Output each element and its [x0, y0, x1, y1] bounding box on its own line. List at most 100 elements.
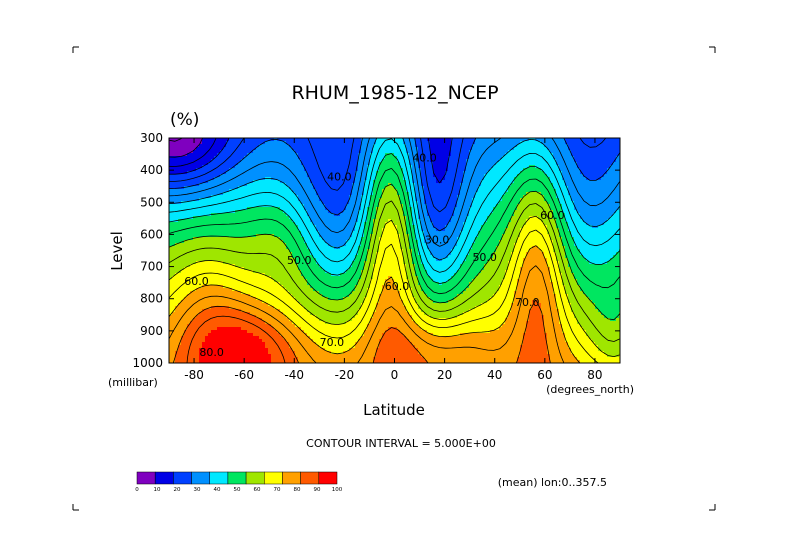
heatmap-cell: [352, 276, 356, 280]
heatmap-cell: [322, 285, 326, 289]
heatmap-cell: [337, 279, 341, 283]
heatmap-cell: [202, 279, 206, 283]
heatmap-cell: [244, 330, 248, 334]
heatmap-cell: [301, 246, 305, 250]
heatmap-cell: [193, 267, 197, 271]
heatmap-cell: [262, 171, 266, 175]
heatmap-cell: [196, 264, 200, 268]
heatmap-cell: [190, 330, 194, 334]
heatmap-cell: [214, 159, 218, 163]
heatmap-cell: [343, 156, 347, 160]
heatmap-cell: [238, 249, 242, 253]
heatmap-cell: [331, 249, 335, 253]
heatmap-cell: [184, 327, 188, 331]
heatmap-cell: [268, 213, 272, 217]
heatmap-cell: [226, 336, 230, 340]
heatmap-cell: [307, 291, 311, 295]
heatmap-cell: [241, 147, 245, 151]
heatmap-cell: [193, 297, 197, 301]
heatmap-cell: [343, 330, 347, 334]
heatmap-cell: [259, 237, 263, 241]
heatmap-cell: [256, 249, 260, 253]
heatmap-cell: [172, 198, 176, 202]
heatmap-cell: [322, 306, 326, 310]
heatmap-cell: [169, 228, 173, 232]
heatmap-cell: [292, 144, 296, 148]
heatmap-cell: [331, 261, 335, 265]
heatmap-cell: [265, 309, 269, 313]
heatmap-cell: [202, 231, 206, 235]
heatmap-cell: [226, 192, 230, 196]
heatmap-cell: [211, 288, 215, 292]
heatmap-cell: [319, 210, 323, 214]
heatmap-cell: [175, 153, 179, 157]
heatmap-cell: [190, 180, 194, 184]
heatmap-cell: [187, 273, 191, 277]
heatmap-cell: [334, 258, 338, 262]
heatmap-cell: [331, 231, 335, 235]
heatmap-cell: [253, 348, 257, 352]
heatmap-cell: [187, 228, 191, 232]
heatmap-cell: [331, 357, 335, 361]
heatmap-cell: [238, 246, 242, 250]
heatmap-cell: [271, 162, 275, 166]
heatmap-cell: [328, 327, 332, 331]
heatmap-cell: [364, 162, 368, 166]
heatmap-cell: [307, 150, 311, 154]
heatmap-cell: [292, 222, 296, 226]
heatmap-cell: [346, 234, 350, 238]
heatmap-cell: [268, 150, 272, 154]
heatmap-cell: [217, 267, 221, 271]
corner-mark-bottom-right: [709, 504, 716, 511]
heatmap-cell: [244, 327, 248, 331]
heatmap-cell: [265, 186, 269, 190]
heatmap-cell: [265, 291, 269, 295]
heatmap-cell: [226, 279, 230, 283]
heatmap-cell: [319, 291, 323, 295]
heatmap-cell: [256, 303, 260, 307]
heatmap-cell: [355, 234, 359, 238]
heatmap-cell: [349, 261, 353, 265]
heatmap-cell: [277, 333, 281, 337]
heatmap-cell: [262, 225, 266, 229]
heatmap-cell: [283, 351, 287, 355]
heatmap-cell: [358, 153, 362, 157]
heatmap-cell: [349, 207, 353, 211]
heatmap-cell: [178, 351, 182, 355]
heatmap-cell: [247, 249, 251, 253]
heatmap-cell: [175, 231, 179, 235]
heatmap-cell: [325, 210, 329, 214]
heatmap-cell: [358, 348, 362, 352]
heatmap-cell: [325, 354, 329, 358]
heatmap-cell: [268, 333, 272, 337]
heatmap-cell: [361, 141, 365, 145]
heatmap-cell: [283, 180, 287, 184]
heatmap-cell: [328, 339, 332, 343]
heatmap-cell: [184, 342, 188, 346]
heatmap-cell: [193, 294, 197, 298]
heatmap-cell: [268, 357, 272, 361]
heatmap-cell: [241, 342, 245, 346]
heatmap-cell: [268, 192, 272, 196]
heatmap-cell: [205, 267, 209, 271]
heatmap-cell: [298, 165, 302, 169]
heatmap-cell: [292, 267, 296, 271]
heatmap-cell: [346, 309, 350, 313]
heatmap-cell: [289, 237, 293, 241]
heatmap-cell: [187, 231, 191, 235]
heatmap-cell: [331, 177, 335, 181]
heatmap-cell: [172, 315, 176, 319]
heatmap-cell: [334, 153, 338, 157]
heatmap-cell: [199, 228, 203, 232]
heatmap-cell: [172, 162, 176, 166]
heatmap-cell: [265, 306, 269, 310]
heatmap-cell: [208, 282, 212, 286]
heatmap-cell: [328, 231, 332, 235]
heatmap-cell: [223, 294, 227, 298]
heatmap-cell: [337, 195, 341, 199]
heatmap-cell: [196, 168, 200, 172]
heatmap-cell: [286, 312, 290, 316]
heatmap-cell: [328, 207, 332, 211]
heatmap-cell: [352, 255, 356, 259]
heatmap-cell: [265, 351, 269, 355]
